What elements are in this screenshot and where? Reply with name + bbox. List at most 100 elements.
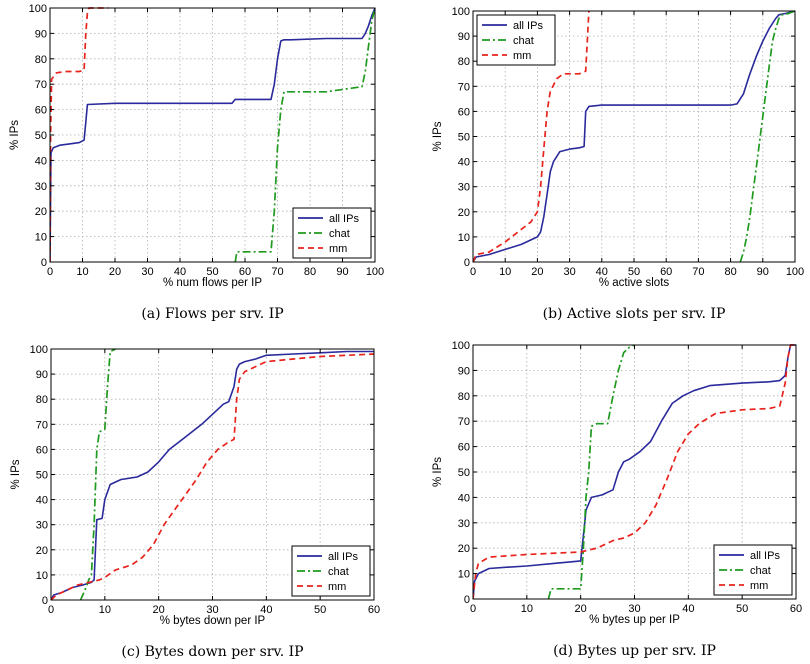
x-tick-label: 10 bbox=[99, 604, 111, 616]
legend-label: all IPs bbox=[328, 551, 358, 563]
y-tick-label: 50 bbox=[458, 467, 470, 479]
x-tick-label: 50 bbox=[736, 603, 748, 615]
x-tick-label: 60 bbox=[790, 603, 802, 615]
y-axis-label: % IPs bbox=[432, 121, 444, 151]
y-axis-label: % IPs bbox=[10, 459, 22, 489]
x-tick-label: 80 bbox=[724, 266, 736, 278]
y-tick-label: 40 bbox=[458, 492, 470, 504]
legend: all IPs chat mm bbox=[291, 545, 371, 597]
y-tick-label: 70 bbox=[458, 416, 470, 428]
y-tick-label: 90 bbox=[458, 31, 470, 43]
y-tick-label: 60 bbox=[458, 106, 470, 118]
legend-label: chat bbox=[329, 228, 350, 240]
y-tick-label: 90 bbox=[36, 369, 48, 381]
y-tick-label: 50 bbox=[35, 130, 47, 142]
y-tick-label: 0 bbox=[42, 595, 48, 607]
x-tick-label: 50 bbox=[628, 266, 640, 278]
x-tick-label: 90 bbox=[757, 266, 769, 278]
chart-caption: (d) Bytes up per srv. IP bbox=[553, 643, 716, 659]
legend-label: mm bbox=[750, 580, 768, 592]
x-tick-label: 70 bbox=[271, 266, 283, 278]
y-tick-label: 20 bbox=[458, 207, 470, 219]
y-tick-label: 10 bbox=[36, 570, 48, 582]
y-tick-label: 40 bbox=[458, 157, 470, 169]
y-tick-label: 80 bbox=[458, 391, 470, 403]
x-tick-label: 20 bbox=[153, 604, 165, 616]
y-tick-label: 30 bbox=[35, 181, 47, 193]
y-tick-label: 10 bbox=[458, 569, 470, 581]
y-tick-label: 10 bbox=[35, 232, 47, 244]
y-tick-label: 10 bbox=[458, 232, 470, 244]
y-axis-label: % IPs bbox=[9, 120, 21, 150]
x-tick-label: 30 bbox=[141, 266, 153, 278]
legend-label: all IPs bbox=[513, 20, 543, 32]
y-tick-label: 40 bbox=[35, 155, 47, 167]
y-tick-label: 0 bbox=[41, 257, 47, 269]
y-axis-label: % IPs bbox=[432, 457, 444, 487]
x-tick-label: 20 bbox=[575, 603, 587, 615]
y-tick-label: 100 bbox=[452, 340, 470, 352]
x-axis-label: % bytes up per IP bbox=[589, 614, 680, 626]
x-axis-label: % bytes down per IP bbox=[160, 615, 266, 627]
y-tick-label: 100 bbox=[29, 3, 47, 15]
x-tick-label: 10 bbox=[499, 266, 511, 278]
series-line-all-ips bbox=[50, 7, 376, 263]
x-tick-label: 90 bbox=[336, 266, 348, 278]
series-line-mm bbox=[473, 10, 590, 263]
x-tick-label: 20 bbox=[109, 266, 121, 278]
y-tick-label: 70 bbox=[458, 81, 470, 93]
x-tick-label: 20 bbox=[531, 266, 543, 278]
chart-caption: (b) Active slots per srv. IP bbox=[543, 306, 726, 322]
x-tick-label: 40 bbox=[174, 266, 186, 278]
y-tick-label: 60 bbox=[35, 105, 47, 117]
y-tick-label: 60 bbox=[458, 442, 470, 454]
y-tick-label: 80 bbox=[458, 56, 470, 68]
x-tick-label: 0 bbox=[47, 266, 53, 278]
legend: all IPs chat mm bbox=[713, 544, 793, 596]
y-tick-label: 30 bbox=[36, 520, 48, 532]
series-line-mm bbox=[50, 7, 109, 263]
series-line-mm bbox=[51, 353, 375, 601]
x-axis-label: % num flows per IP bbox=[163, 277, 262, 289]
series-line-chat bbox=[234, 7, 376, 263]
chart-panel-1: 0 10 20 30 40 50 60 70 80 90 100 0 10 20 30 40 50 60 70 80 9… bbox=[432, 6, 804, 322]
y-tick-label: 20 bbox=[35, 206, 47, 218]
y-tick-label: 20 bbox=[36, 545, 48, 557]
series-line-all-ips bbox=[473, 10, 796, 263]
chart-caption: (a) Flows per srv. IP bbox=[141, 306, 283, 322]
legend-label: mm bbox=[329, 243, 347, 255]
chart-panel-3: 0 10 20 30 40 50 60 0 10 20 30 40 50 60 70 80 90 100 % byt… bbox=[432, 340, 802, 659]
x-tick-label: 100 bbox=[366, 266, 384, 278]
series-line-chat bbox=[547, 344, 635, 600]
y-tick-label: 80 bbox=[36, 394, 48, 406]
legend-label: mm bbox=[328, 581, 346, 593]
y-tick-label: 0 bbox=[464, 257, 470, 269]
x-tick-label: 10 bbox=[76, 266, 88, 278]
y-tick-label: 30 bbox=[458, 182, 470, 194]
x-tick-label: 10 bbox=[521, 603, 533, 615]
x-tick-label: 60 bbox=[368, 604, 380, 616]
y-tick-label: 100 bbox=[30, 344, 48, 356]
legend-label: mm bbox=[513, 50, 531, 62]
y-tick-label: 100 bbox=[452, 6, 470, 18]
series-line-chat bbox=[739, 10, 796, 263]
series-line-mm bbox=[473, 344, 796, 600]
y-tick-label: 90 bbox=[35, 28, 47, 40]
x-tick-label: 100 bbox=[786, 266, 804, 278]
series-line-chat bbox=[79, 348, 116, 601]
x-tick-label: 30 bbox=[628, 603, 640, 615]
x-tick-label: 40 bbox=[260, 604, 272, 616]
x-tick-label: 0 bbox=[470, 603, 476, 615]
y-tick-label: 50 bbox=[458, 132, 470, 144]
x-tick-label: 30 bbox=[563, 266, 575, 278]
y-tick-label: 30 bbox=[458, 518, 470, 530]
chart-panel-2: 0 10 20 30 40 50 60 0 10 20 30 40 50 60 70 80 90 100 % byt… bbox=[10, 344, 380, 660]
x-tick-label: 0 bbox=[470, 266, 476, 278]
series-line-all-ips bbox=[473, 344, 796, 600]
x-tick-label: 0 bbox=[48, 604, 54, 616]
x-tick-label: 50 bbox=[314, 604, 326, 616]
legend-label: all IPs bbox=[329, 213, 359, 225]
y-tick-label: 80 bbox=[35, 54, 47, 66]
y-tick-label: 0 bbox=[464, 594, 470, 606]
